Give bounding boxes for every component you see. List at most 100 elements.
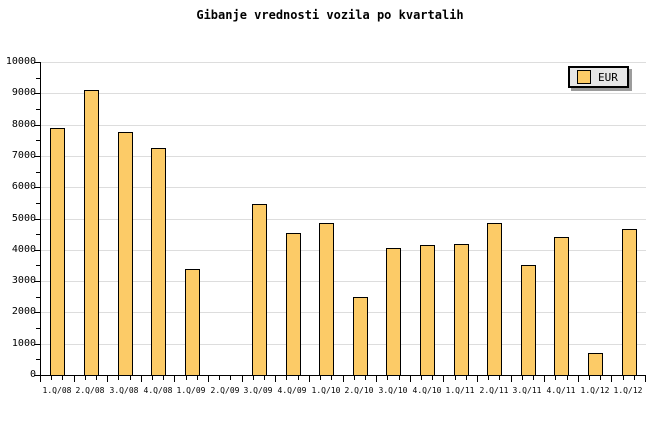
y-tick-label: 6000 xyxy=(11,181,36,193)
x-major-tick xyxy=(376,376,377,382)
y-major-tick xyxy=(34,218,40,220)
x-minor-tick xyxy=(354,376,355,380)
x-tick-label: 1.Q/11 xyxy=(445,386,475,395)
bar xyxy=(386,248,402,375)
x-minor-tick xyxy=(163,376,164,380)
x-minor-tick xyxy=(130,376,131,380)
y-tick-label: 8000 xyxy=(11,118,36,130)
x-tick-label: 1.Q/10 xyxy=(311,386,341,395)
x-tick-label: 2.Q/10 xyxy=(344,386,374,395)
x-minor-tick xyxy=(298,376,299,380)
x-tick-label: 3.Q/11 xyxy=(512,386,542,395)
gridline xyxy=(41,281,646,283)
x-major-tick xyxy=(343,376,344,382)
y-minor-tick xyxy=(36,296,40,298)
x-major-tick xyxy=(544,376,545,382)
x-minor-tick xyxy=(96,376,97,380)
gridline xyxy=(41,249,646,251)
x-major-tick xyxy=(309,376,310,382)
x-minor-tick xyxy=(85,376,86,380)
x-minor-tick xyxy=(186,376,187,380)
x-tick-label: 1.Q/08 xyxy=(42,386,72,395)
y-minor-tick xyxy=(36,171,40,173)
x-minor-tick xyxy=(466,376,467,380)
x-major-tick xyxy=(410,376,411,382)
y-minor-tick xyxy=(36,234,40,236)
y-minor-tick xyxy=(36,359,40,361)
x-minor-tick xyxy=(488,376,489,380)
gridline xyxy=(41,124,646,126)
bar xyxy=(83,90,99,375)
x-minor-tick xyxy=(455,376,456,380)
bar xyxy=(251,204,267,375)
x-minor-tick xyxy=(387,376,388,380)
x-minor-tick xyxy=(62,376,63,380)
y-major-tick xyxy=(34,249,40,251)
x-major-tick xyxy=(578,376,579,382)
x-tick-label: 1.Q/12 xyxy=(613,386,643,395)
x-major-tick xyxy=(443,376,444,382)
x-minor-tick xyxy=(499,376,500,380)
x-tick-label: 2.Q/09 xyxy=(210,386,240,395)
x-major-tick xyxy=(141,376,142,382)
x-major-tick xyxy=(477,376,478,382)
x-minor-tick xyxy=(219,376,220,380)
plot-area xyxy=(40,62,646,376)
bar xyxy=(420,245,436,375)
x-minor-tick xyxy=(331,376,332,380)
y-tick-label: 5000 xyxy=(11,212,36,224)
x-minor-tick xyxy=(51,376,52,380)
bar xyxy=(319,223,335,375)
x-major-tick xyxy=(611,376,612,382)
x-major-tick xyxy=(242,376,243,382)
x-minor-tick xyxy=(522,376,523,380)
y-minor-tick xyxy=(36,265,40,267)
x-tick-label: 4.Q/08 xyxy=(143,386,173,395)
y-minor-tick xyxy=(36,77,40,79)
bar xyxy=(520,265,536,375)
gridline xyxy=(41,218,646,220)
y-tick-label: 3000 xyxy=(11,275,36,287)
x-tick-label: 2.Q/11 xyxy=(479,386,509,395)
y-major-tick xyxy=(34,62,40,63)
gridline xyxy=(41,155,646,157)
y-tick-label: 0 xyxy=(29,369,36,380)
bar xyxy=(487,223,503,375)
x-minor-tick xyxy=(320,376,321,380)
x-major-tick xyxy=(40,376,41,382)
legend-label: EUR xyxy=(598,70,618,84)
x-minor-tick xyxy=(634,376,635,380)
x-minor-tick xyxy=(623,376,624,380)
x-minor-tick xyxy=(365,376,366,380)
x-minor-tick xyxy=(286,376,287,380)
y-major-tick xyxy=(34,187,40,189)
chart-title: Gibanje vrednosti vozila po kvartalih xyxy=(196,8,464,22)
x-minor-tick xyxy=(421,376,422,380)
x-tick-label: 3.Q/08 xyxy=(109,386,139,395)
y-tick-label: 7000 xyxy=(11,149,36,161)
x-major-tick xyxy=(107,376,108,382)
x-major-tick xyxy=(511,376,512,382)
bar xyxy=(50,128,66,375)
y-minor-tick xyxy=(36,328,40,330)
y-major-tick xyxy=(34,281,40,283)
bar xyxy=(554,237,570,375)
y-tick-label: 4000 xyxy=(11,243,36,255)
bar xyxy=(453,244,469,375)
x-minor-tick xyxy=(399,376,400,380)
y-major-tick xyxy=(34,312,40,314)
y-major-tick xyxy=(34,343,40,345)
x-minor-tick xyxy=(432,376,433,380)
bar xyxy=(184,269,200,375)
x-minor-tick xyxy=(152,376,153,380)
x-tick-label: 1.Q/09 xyxy=(176,386,206,395)
y-minor-tick xyxy=(36,108,40,110)
x-minor-tick xyxy=(264,376,265,380)
x-minor-tick xyxy=(230,376,231,380)
y-tick-label: 9000 xyxy=(11,87,36,99)
y-minor-tick xyxy=(36,140,40,142)
x-tick-label: 1.Q/12 xyxy=(580,386,610,395)
x-tick-label: 3.Q/09 xyxy=(243,386,273,395)
x-tick-label: 4.Q/11 xyxy=(546,386,576,395)
